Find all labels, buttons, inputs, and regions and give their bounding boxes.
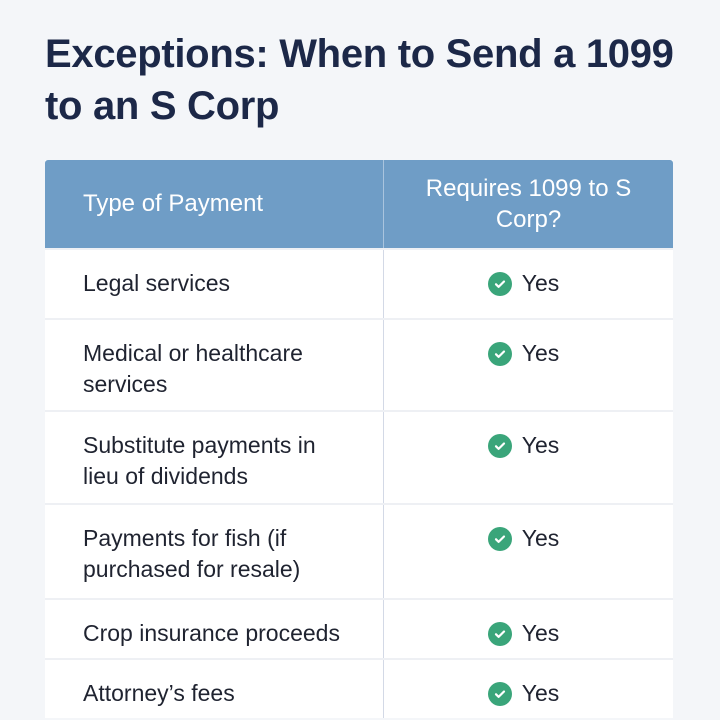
table-row: Substitute payments in lieu of dividends… [45, 410, 673, 503]
requires-cell: Yes [384, 660, 673, 718]
check-circle-icon [487, 434, 512, 458]
requires-value: Yes [521, 680, 560, 706]
check-circle-icon [487, 342, 512, 366]
payment-type-cell: Crop insurance proceeds [45, 600, 384, 658]
requires-cell: Yes [384, 505, 673, 598]
payment-type-cell: Substitute payments in lieu of dividends [45, 412, 384, 503]
table-header: Type of Payment Requires 1099 to S Corp? [45, 160, 673, 248]
exceptions-table: Type of Payment Requires 1099 to S Corp?… [45, 160, 673, 718]
payment-type-cell: Medical or healthcare services [45, 320, 384, 410]
payment-type-cell: Legal services [45, 250, 384, 318]
requires-cell: Yes [384, 320, 673, 410]
requires-value: Yes [521, 270, 560, 296]
requires-value: Yes [521, 525, 560, 551]
table-row: Attorney’s fees Yes [45, 658, 673, 718]
requires-value: Yes [521, 620, 560, 646]
header-requires-1099: Requires 1099 to S Corp? [425, 175, 632, 233]
check-circle-icon [487, 272, 512, 296]
requires-value: Yes [521, 340, 560, 366]
requires-value: Yes [521, 432, 560, 458]
check-circle-icon [487, 622, 512, 646]
header-type-of-payment: Type of Payment [45, 160, 384, 248]
requires-cell: Yes [384, 412, 673, 503]
table-row: Medical or healthcare services Yes [45, 318, 673, 410]
table-row: Crop insurance proceeds Yes [45, 598, 673, 658]
page-title: Exceptions: When to Send a 1099 to an S … [45, 32, 674, 128]
table-row: Payments for fish (if purchased for resa… [45, 503, 673, 598]
check-circle-icon [487, 527, 512, 551]
table-row: Legal services Yes [45, 248, 673, 318]
requires-cell: Yes [384, 600, 673, 658]
payment-type-cell: Attorney’s fees [45, 660, 384, 718]
payment-type-cell: Payments for fish (if purchased for resa… [45, 505, 384, 598]
check-circle-icon [487, 682, 512, 706]
requires-cell: Yes [384, 250, 673, 318]
